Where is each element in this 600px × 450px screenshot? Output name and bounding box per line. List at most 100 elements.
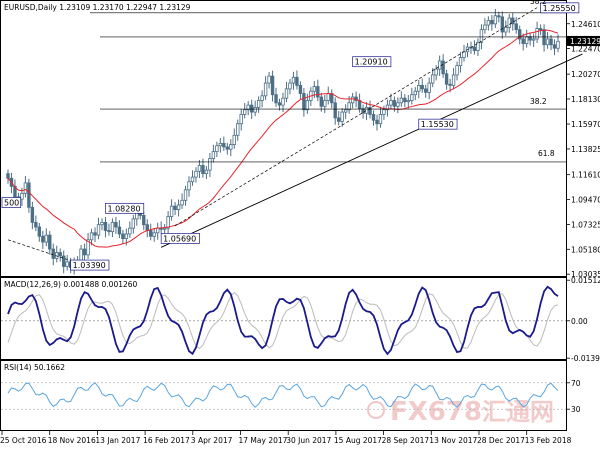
watermark: FX678 汇通网 [367, 397, 554, 427]
candle-body [375, 119, 379, 125]
candle [504, 20, 508, 37]
low-trend-line [7, 239, 99, 271]
candle [538, 24, 543, 36]
candle [368, 100, 372, 119]
candle-body [30, 206, 35, 223]
candle [152, 228, 156, 242]
candle [444, 69, 449, 90]
candle-body [378, 114, 383, 125]
price-tick-label: 1.07325 [571, 220, 600, 229]
candle [121, 229, 125, 245]
candle [403, 94, 407, 108]
candle [96, 217, 101, 240]
candle-body [316, 86, 320, 98]
candle [100, 218, 104, 231]
candle-body [298, 84, 303, 94]
candle-body [249, 104, 254, 113]
candle [277, 98, 282, 111]
candle-body [131, 218, 136, 229]
candle [37, 222, 42, 242]
x-tick-label: 15 Aug 2017 [334, 436, 382, 445]
candle [472, 40, 477, 55]
annotation-box [352, 56, 392, 68]
candle-body [243, 109, 247, 115]
candle-body [180, 199, 184, 206]
candle [430, 68, 435, 88]
candle-body [197, 165, 202, 172]
candle-body [100, 221, 104, 226]
price-tick-label: 1.09470 [571, 196, 600, 205]
candle [263, 76, 268, 100]
candle [86, 232, 90, 259]
candle [187, 176, 191, 197]
candle [274, 87, 278, 107]
candle-body [222, 143, 226, 148]
candle-body [6, 173, 10, 179]
annotation-box [418, 118, 458, 130]
candle [396, 97, 400, 114]
candle-body [500, 16, 505, 33]
candle-body [347, 102, 351, 111]
candle-body [451, 74, 456, 86]
candle-body [504, 26, 508, 33]
candle-body [142, 215, 146, 226]
candle-body [27, 182, 31, 208]
candle-body [128, 227, 132, 235]
trendline-support [160, 53, 583, 248]
candle-body [124, 233, 129, 240]
candle-body [86, 239, 90, 256]
annotation-text: 1.15530 [421, 120, 454, 129]
macd-panel[interactable] [0, 277, 567, 360]
candle-body [176, 204, 181, 211]
x-tick-label: 3 Apr 2017 [191, 436, 233, 445]
candle-body [55, 252, 59, 259]
candle-body [121, 233, 125, 240]
candle [142, 211, 146, 231]
candle-body [110, 221, 115, 233]
candle-body [448, 83, 452, 86]
candle-body [444, 73, 449, 85]
candle-body [514, 23, 518, 31]
candle-body [23, 182, 28, 194]
candle [343, 104, 348, 119]
candle-body [229, 144, 233, 150]
candle-body [82, 248, 87, 256]
annotation-box [1, 197, 22, 208]
annotation-box [160, 233, 200, 244]
candle [298, 81, 303, 99]
candle-body [343, 109, 348, 113]
candle-body [518, 29, 522, 40]
candle-body [410, 94, 414, 101]
candle-body [545, 38, 550, 46]
candle-body [107, 230, 111, 233]
price-tick-label: 1.22470 [571, 45, 600, 54]
fib-label: 38.2 [530, 0, 547, 6]
candle [176, 199, 181, 217]
candle-body [364, 107, 369, 114]
candle-body [531, 38, 536, 41]
candle [82, 243, 87, 262]
price-annotation: 1.08280 [105, 202, 145, 214]
candle-body [493, 15, 498, 25]
watermark-brand: FX678 [390, 397, 482, 427]
rsi-tick-label: 70 [571, 379, 581, 388]
candle [256, 96, 261, 113]
candle-body [392, 100, 397, 107]
macd-line [7, 285, 559, 356]
current-price-tag [567, 35, 600, 46]
candle [190, 170, 195, 186]
candle-body [483, 24, 487, 31]
rsi-panel[interactable] [0, 360, 567, 431]
candle [420, 78, 424, 93]
x-tick-label: 28 Dec 2017 [477, 436, 525, 445]
candle [30, 201, 35, 230]
candle-body [291, 76, 296, 84]
candle [417, 79, 421, 99]
candle [169, 199, 174, 221]
annotation-text: 1.03390 [73, 261, 106, 270]
candle-body [218, 143, 223, 147]
candle [493, 8, 498, 28]
candle [545, 32, 550, 49]
candle [483, 18, 487, 34]
